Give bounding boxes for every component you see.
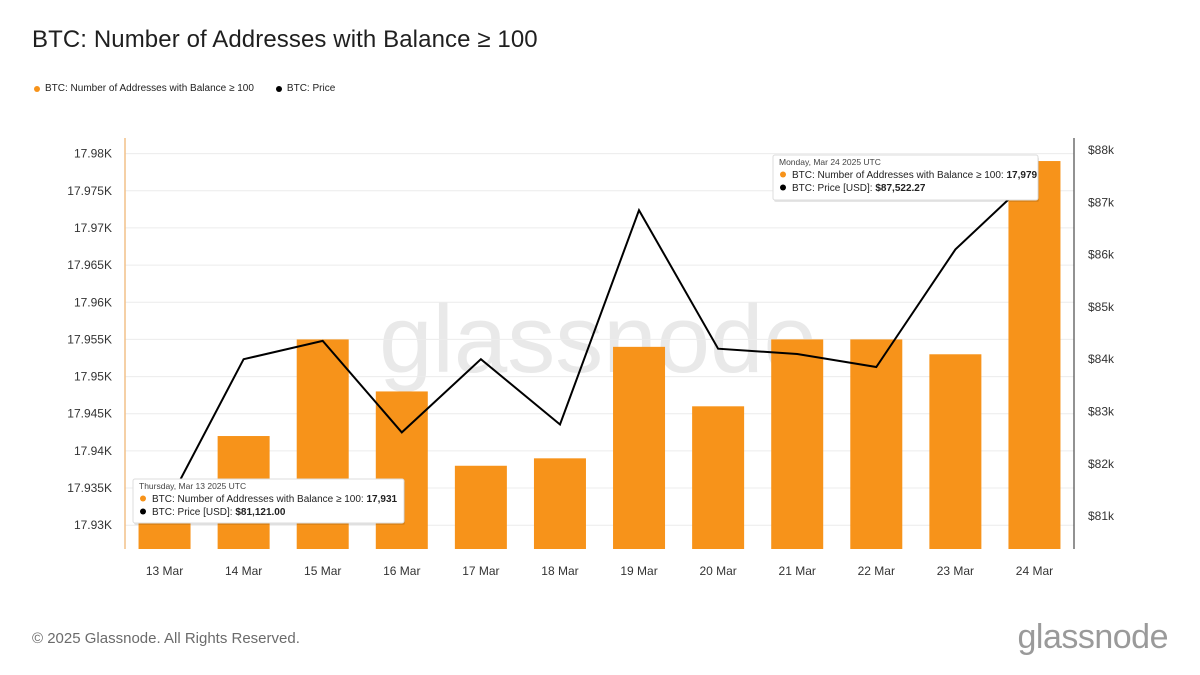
y-left-tick-label: 17.95K — [74, 370, 112, 384]
y-left-tick-label: 17.96K — [74, 295, 112, 309]
grid-layer — [125, 153, 1074, 526]
legend-item-price[interactable]: BTC: Price — [275, 83, 336, 94]
axis-layer: 17.93K 17.935K 17.94K 17.945K 17.95K 17.955K 1… — [67, 138, 1115, 578]
bar[interactable] — [454, 465, 507, 549]
y-left-tick-label: 17.955K — [67, 332, 112, 346]
bar[interactable] — [771, 339, 824, 549]
tooltip-line: BTC: Number of Addresses with Balance ≥ … — [792, 170, 1038, 181]
tooltip-line: BTC: Number of Addresses with Balance ≥ … — [152, 494, 398, 505]
x-tick-label: 15 Mar — [304, 564, 341, 578]
x-tick-label: 16 Mar — [383, 564, 420, 578]
bar[interactable] — [692, 406, 745, 549]
tooltip-layer: Thursday, Mar 13 2025 UTC BTC: Number of … — [132, 154, 1039, 525]
tooltip-label: BTC: Price [USD]: — [792, 183, 875, 194]
y-left-tick-label: 17.98K — [74, 147, 112, 161]
x-tick-label: 14 Mar — [225, 564, 262, 578]
tooltip-value: 17,931 — [366, 494, 397, 505]
tooltip-mar-24: Monday, Mar 24 2025 UTC BTC: Number of Ad… — [772, 154, 1039, 202]
tooltip-box — [772, 154, 1039, 201]
tooltip-mar-13: Thursday, Mar 13 2025 UTC BTC: Number of … — [132, 478, 405, 525]
bar[interactable] — [850, 339, 903, 549]
y-left-tick-label: 17.93K — [74, 518, 112, 532]
y-left-tick-label: 17.975K — [67, 184, 112, 198]
legend-item-addresses[interactable]: BTC: Number of Addresses with Balance ≥ … — [34, 83, 254, 94]
y-right-tick-label: $85k — [1088, 300, 1115, 314]
y-left-tick-label: 17.965K — [67, 258, 112, 272]
tooltip-value: 17,979 — [1006, 170, 1037, 181]
chart-legend: BTC: Number of Addresses with Balance ≥ … — [34, 83, 335, 94]
tooltip-label: BTC: Number of Addresses with Balance ≥ … — [152, 494, 366, 505]
tooltip-line: BTC: Price [USD]: $81,121.00 — [152, 507, 286, 518]
bar[interactable] — [613, 346, 666, 549]
y-left-tick-label: 17.945K — [67, 407, 112, 421]
y-right-tick-label: $84k — [1088, 352, 1115, 366]
y-right-tick-label: $81k — [1088, 509, 1115, 523]
tooltip-box — [132, 478, 405, 524]
y-right-tick-label: $83k — [1088, 404, 1115, 418]
x-tick-label: 20 Mar — [699, 564, 736, 578]
bar[interactable] — [929, 354, 982, 549]
x-tick-label: 17 Mar — [462, 564, 499, 578]
x-tick-label: 22 Mar — [858, 564, 895, 578]
legend-label-addresses: BTC: Number of Addresses with Balance ≥ … — [45, 83, 254, 94]
y-right-tick-label: $88k — [1088, 143, 1115, 157]
glassnode-logo: glassnode — [1017, 618, 1168, 656]
bar[interactable] — [533, 458, 586, 549]
y-left-tick-label: 17.935K — [67, 481, 112, 495]
legend-swatch-addresses — [34, 85, 40, 92]
tooltip-date: Thursday, Mar 13 2025 UTC — [139, 481, 246, 491]
x-tick-label: 18 Mar — [541, 564, 578, 578]
bar[interactable] — [1008, 161, 1061, 549]
y-left-tick-label: 17.94K — [74, 444, 112, 458]
tooltip-dot — [140, 495, 146, 502]
legend-swatch-price — [275, 85, 282, 92]
y-right-tick-label: $86k — [1088, 248, 1115, 262]
x-tick-label: 23 Mar — [937, 564, 974, 578]
x-tick-label: 19 Mar — [620, 564, 657, 578]
y-right-tick-label: $82k — [1088, 457, 1115, 471]
price-line — [163, 174, 1036, 511]
x-tick-label: 21 Mar — [779, 564, 816, 578]
chart-plot[interactable]: glassnode 17.93K17.935K17.94K17.945K17.9… — [0, 0, 1200, 600]
tooltip-dot — [140, 508, 146, 515]
line-layer — [163, 174, 1036, 511]
tooltip-line: BTC: Price [USD]: $87,522.27 — [792, 183, 926, 194]
copyright-text: © 2025 Glassnode. All Rights Reserved. — [32, 630, 300, 647]
x-tick-label: 13 Mar — [146, 564, 183, 578]
y-right-tick-label: $87k — [1088, 195, 1115, 209]
x-tick-label: 24 Mar — [1016, 564, 1053, 578]
chart-title: BTC: Number of Addresses with Balance ≥ … — [32, 26, 538, 53]
tooltip-value: $81,121.00 — [235, 507, 285, 518]
tooltip-label: BTC: Number of Addresses with Balance ≥ … — [792, 170, 1006, 181]
tooltip-value: $87,522.27 — [875, 183, 925, 194]
tooltip-label: BTC: Price [USD]: — [152, 507, 235, 518]
tooltip-date: Monday, Mar 24 2025 UTC — [779, 157, 881, 167]
tooltip-dot — [780, 171, 786, 178]
tooltip-dot — [780, 184, 786, 191]
legend-label-price: BTC: Price — [286, 83, 336, 94]
y-left-tick-label: 17.97K — [74, 221, 112, 235]
